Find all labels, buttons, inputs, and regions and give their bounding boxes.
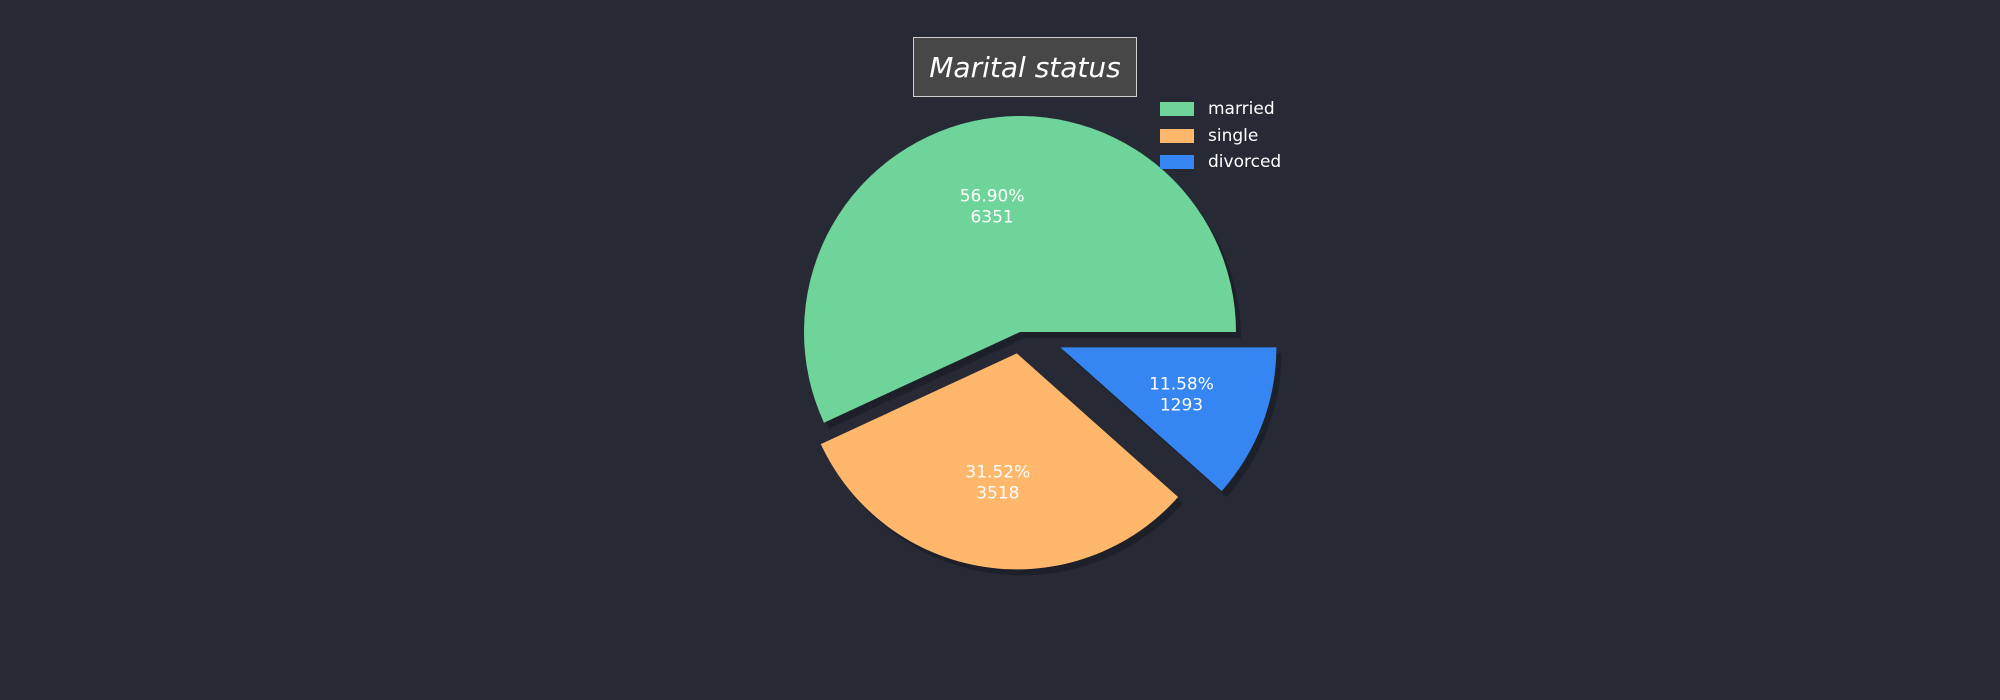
slice-count-label: 1293	[1160, 396, 1203, 416]
slice-label-single: 31.52% 3518	[965, 463, 1030, 504]
slice-percent-label: 11.58%	[1149, 375, 1214, 395]
legend-swatch	[1160, 102, 1194, 117]
legend-item-divorced: divorced	[1160, 149, 1300, 176]
slice-percent-label: 56.90%	[960, 186, 1025, 206]
slice-labels: 56.90% 6351 31.52% 3518 11.58% 1293	[960, 186, 1214, 503]
chart-title-box: Marital status	[913, 37, 1137, 97]
pie-slice-single	[820, 353, 1179, 570]
legend-label: divorced	[1208, 152, 1282, 173]
legend-swatch	[1160, 155, 1194, 170]
legend-swatch	[1160, 128, 1194, 143]
legend-item-single: single	[1160, 123, 1300, 150]
pie-slice-married	[804, 116, 1236, 423]
slice-count-label: 6351	[970, 207, 1013, 227]
slice-count-label: 3518	[976, 484, 1019, 504]
pie-slice-divorced	[1060, 347, 1277, 492]
slice-label-divorced: 11.58% 1293	[1149, 375, 1214, 416]
legend-label: married	[1208, 99, 1275, 120]
slice-label-married: 56.90% 6351	[960, 186, 1025, 227]
chart-title: Marital status	[929, 50, 1121, 84]
pie-slices	[804, 116, 1277, 570]
legend-label: single	[1208, 125, 1259, 146]
legend: married single divorced	[1160, 96, 1300, 176]
slice-percent-label: 31.52%	[965, 463, 1030, 483]
legend-item-married: married	[1160, 96, 1300, 123]
